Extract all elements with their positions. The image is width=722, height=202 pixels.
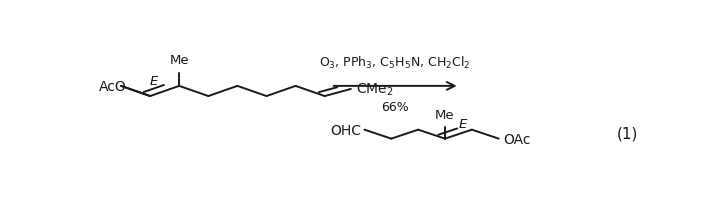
Text: Me: Me [435,108,455,121]
Text: O$_3$, PPh$_3$, C$_5$H$_5$N, CH$_2$Cl$_2$: O$_3$, PPh$_3$, C$_5$H$_5$N, CH$_2$Cl$_2… [320,55,471,71]
Text: $E$: $E$ [149,74,160,87]
Text: CMe$_2$: CMe$_2$ [357,81,394,98]
Text: OAc: OAc [503,132,531,146]
Text: OHC: OHC [331,123,362,137]
Text: Me: Me [170,54,189,67]
Text: (1): (1) [617,126,638,141]
Text: $E$: $E$ [458,117,468,130]
Text: AcO: AcO [99,80,126,93]
Text: 66%: 66% [381,100,409,113]
